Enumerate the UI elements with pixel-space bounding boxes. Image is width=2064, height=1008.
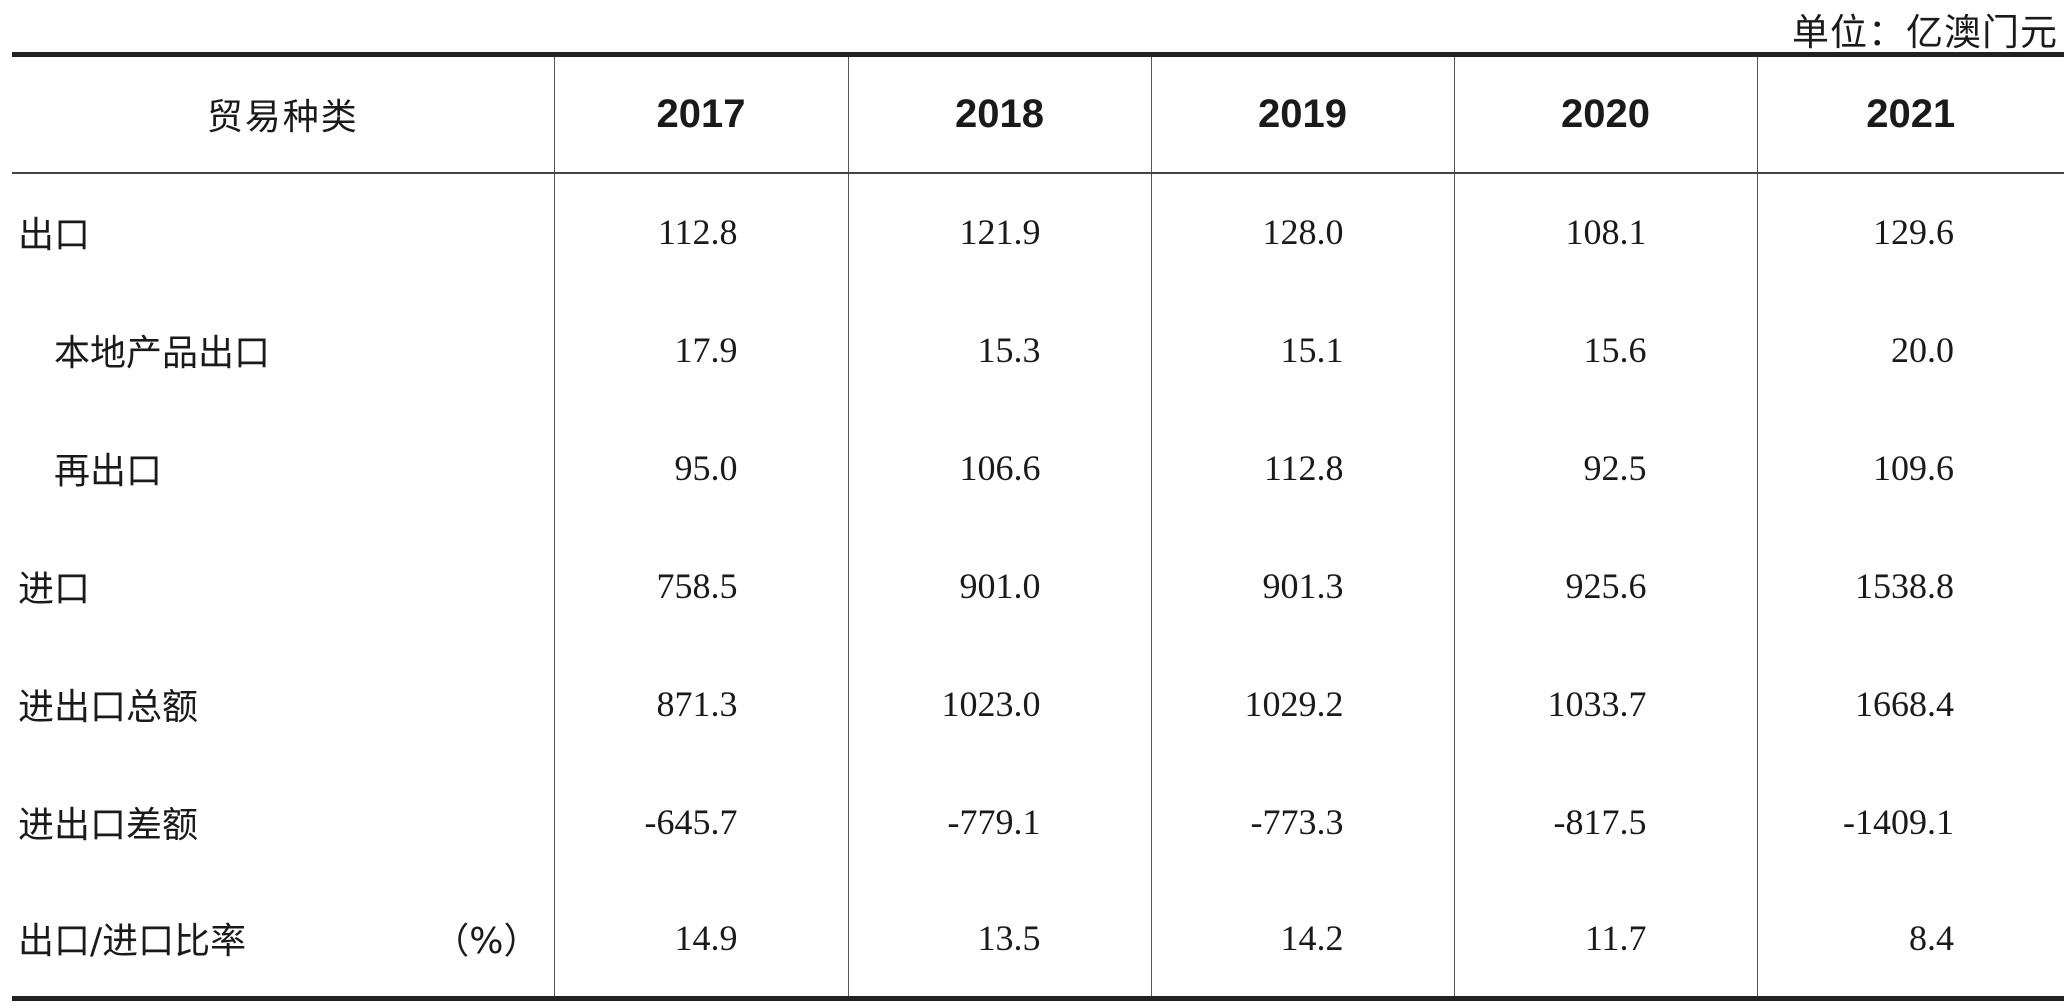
- table-cell: 901.0: [847, 526, 1151, 645]
- table-cell: 14.9: [553, 880, 848, 1001]
- table-row-exports: 出口 112.8 121.9 128.0 108.1 129.6: [12, 172, 2064, 291]
- table-cell: 901.3: [1150, 526, 1454, 645]
- table-cell: -779.1: [847, 762, 1151, 881]
- table-cell: 925.6: [1453, 526, 1757, 645]
- header-row: 贸易种类 2017 2018 2019 2020 2021: [12, 52, 2064, 174]
- table-cell: 108.1: [1453, 172, 1757, 291]
- column-header-category: 贸易种类: [12, 52, 554, 174]
- trade-table: 贸易种类 2017 2018 2019 2020 2021 出口 112.8 1…: [12, 52, 2064, 1001]
- row-label: 出口: [18, 215, 91, 256]
- table-cell: 109.6: [1756, 408, 2064, 527]
- table-cell: -1409.1: [1756, 762, 2064, 881]
- table-cell: 15.1: [1150, 290, 1454, 409]
- table-cell: -645.7: [553, 762, 848, 881]
- table-row-domestic-exports: 本地产品出口 17.9 15.3 15.1 15.6 20.0: [12, 290, 2064, 409]
- table-cell: -773.3: [1150, 762, 1454, 881]
- table-cell: 1023.0: [847, 644, 1151, 763]
- row-label: 本地产品出口: [54, 332, 271, 374]
- table-cell: 11.7: [1453, 880, 1757, 1001]
- unit-label: 单位：亿澳门元: [1792, 11, 2058, 54]
- percent-unit: （%）: [433, 921, 540, 963]
- column-header-year: 2017: [553, 52, 848, 174]
- column-header-year: 2021: [1756, 52, 2064, 174]
- table-row-trade-balance: 进出口差额 -645.7 -779.1 -773.3 -817.5 -1409.…: [12, 762, 2064, 881]
- table-cell: 871.3: [553, 644, 848, 763]
- row-label: 进口: [18, 568, 91, 610]
- column-header-year: 2019: [1150, 52, 1454, 174]
- table-cell: 1538.8: [1756, 526, 2064, 645]
- column-header-year: 2018: [847, 52, 1151, 174]
- table-cell: 128.0: [1150, 172, 1454, 291]
- table-row-export-import-ratio: 出口/进口比率 （%） 14.9 13.5 14.2 11.7 8.4: [12, 880, 2064, 1001]
- table-cell: 13.5: [847, 880, 1151, 1001]
- table-cell: 8.4: [1756, 880, 2064, 1001]
- table-cell: 92.5: [1453, 408, 1757, 527]
- table-cell: 112.8: [1150, 408, 1454, 527]
- table-cell: 95.0: [553, 408, 848, 527]
- table-cell: 758.5: [553, 526, 848, 645]
- table-row-imports: 进口 758.5 901.0 901.3 925.6 1538.8: [12, 526, 2064, 645]
- table-cell: 20.0: [1756, 290, 2064, 409]
- table-cell: 14.2: [1150, 880, 1454, 1001]
- table-cell: 106.6: [847, 408, 1151, 527]
- row-label-cell: 出口/进口比率 （%）: [12, 880, 554, 1001]
- row-label: 进出口总额: [18, 686, 199, 728]
- table-row-total-trade: 进出口总额 871.3 1023.0 1029.2 1033.7 1668.4: [12, 644, 2064, 763]
- table-cell: 1668.4: [1756, 644, 2064, 763]
- table-cell: -817.5: [1453, 762, 1757, 881]
- column-header-year: 2020: [1453, 52, 1757, 174]
- row-label: 出口/进口比率: [18, 921, 247, 963]
- table-cell: 1033.7: [1453, 644, 1757, 763]
- row-label: 进出口差额: [18, 804, 199, 846]
- table-cell: 17.9: [553, 290, 848, 409]
- row-label: 再出口: [54, 450, 163, 492]
- table-cell: 121.9: [847, 172, 1151, 291]
- table-cell: 15.3: [847, 290, 1151, 409]
- table-row-re-exports: 再出口 95.0 106.6 112.8 92.5 109.6: [12, 408, 2064, 527]
- table-cell: 129.6: [1756, 172, 2064, 291]
- table-cell: 15.6: [1453, 290, 1757, 409]
- table-cell: 112.8: [553, 172, 848, 291]
- table-cell: 1029.2: [1150, 644, 1454, 763]
